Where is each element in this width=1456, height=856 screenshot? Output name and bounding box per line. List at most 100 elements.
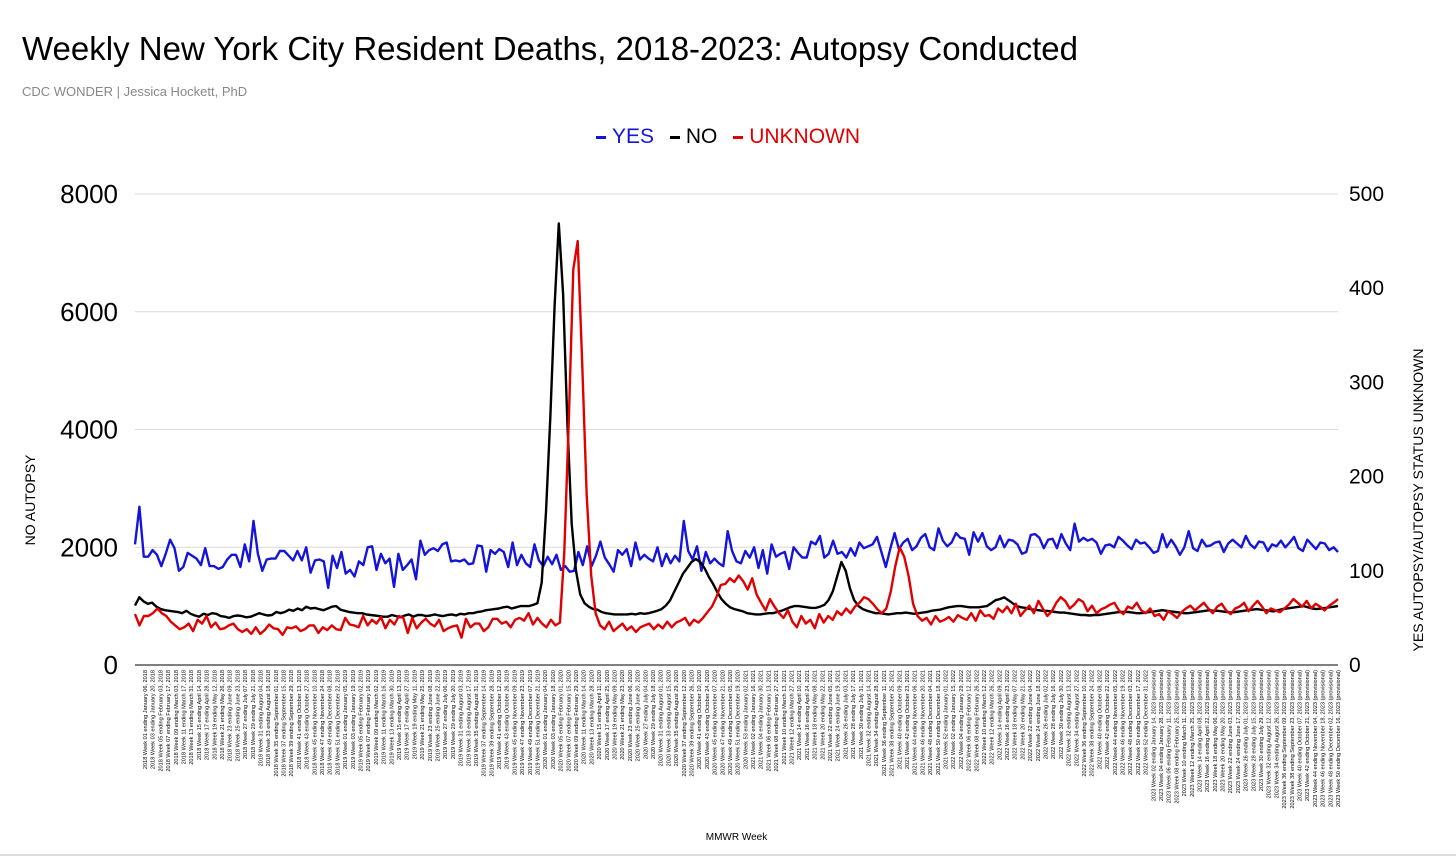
legend-label-no: NO [685,125,718,148]
x-tick-label: 2023 Week 38 ending September 23, 2023 (… [1290,670,1296,809]
x-tick-label: 2018 Week 51 ending December 22, 2018 [335,670,341,775]
x-tick-label: 2022 Week 14 ending April 09, 2022 [997,670,1003,760]
legend-item-unknown[interactable]: UNKNOWN [733,125,860,149]
x-tick-label: 2021 Week 02 ending January 16, 2021 [751,670,757,769]
x-tick-label: 2022 Week 06 ending February 12, 2022 [967,670,973,772]
x-tick-label: 2022 Week 32 ending August 13, 2022 [1067,670,1073,766]
x-tick-label: 2019 Week 01 ending January 05, 2019 [343,670,349,769]
legend-swatch-yes [595,135,606,139]
x-tick-label: 2022 Week 28 ending July 16, 2022 [1051,670,1057,759]
x-tick-label: 2018 Week 03 ending January 20, 2018 [151,670,157,769]
series-line-unknown [133,239,1339,639]
y-left-tick-label: 0 [104,650,118,680]
x-tick-label: 2022 Week 40 ending October 08, 2022 [1097,670,1103,769]
chart-title: Weekly New York City Resident Deaths, 20… [22,30,1078,67]
x-tick-label: 2022 Week 18 ending May 07, 2022 [1013,670,1019,760]
x-tick-label: 2023 Week 08 ending February 25, 2023 (p… [1174,670,1180,804]
x-tick-label: 2019 Week 03 ending January 19, 2019 [351,670,357,769]
x-tick-label: 2018 Week 43 ending October 27, 2018 [305,670,311,769]
x-tick-label: 2019 Week 35 ending August 31, 2019 [474,670,480,766]
x-tick-label: 2021 Week 26 ending July 03, 2021 [843,670,849,759]
x-tick-label: 2018 Week 29 ending July 21, 2018 [251,670,257,759]
x-tick-label: 2023 Week 24 ending June 17, 2023 (provi… [1236,670,1242,793]
legend-item-no[interactable]: NO [669,125,718,149]
x-tick-label: 2020 Week 11 ending March 14, 2020 [582,670,588,764]
x-tick-label: 2019 Week 33 ending August 17, 2019 [466,670,472,766]
x-tick-label: 2021 Week 06 ending February 13, 2021 [766,670,772,772]
x-tick-label: 2020 Week 13 ending March 28, 2020 [589,670,595,765]
x-tick-label: 2021 Week 14 ending April 10, 2021 [797,670,803,760]
x-tick-label: 2022 Week 30 ending July 30, 2022 [1059,670,1065,759]
y-left-tick-label: 4000 [60,415,118,445]
legend-label-yes: YES [611,125,654,148]
x-tick-label: 2023 Week 04 ending January 28, 2023 (pr… [1159,670,1165,801]
x-tick-label: 2020 Week 19 ending May 09, 2020 [613,670,619,760]
x-tick-label: 2023 Week 46 ending November 18, 2023 (p… [1321,670,1327,807]
x-tick-label: 2020 Week 01 ending January 04, 2020 [543,670,549,769]
x-axis-label: MMWR Week [706,832,768,843]
y-left-axis-label: NO AUTOPSY [22,454,38,545]
x-tick-label: 2020 Week 15 ending April 11, 2020 [597,670,603,760]
x-tick-label: 2019 Week 11 ending March 16, 2019 [382,670,388,764]
x-tick-label: 2020 Week 35 ending August 29, 2020 [674,670,680,766]
x-tick-label: 2022 Week 12 ending March 26, 2022 [990,670,996,765]
x-tick-label: 2018 Week 25 ending June 23, 2018 [235,670,241,761]
x-tick-label: 2019 Week 51 ending December 21, 2019 [536,670,542,775]
x-tick-label: 2020 Week 39 ending September 26, 2020 [690,670,696,777]
y-right-tick-label: 0 [1349,654,1361,677]
x-tick-label: 2021 Week 24 ending June 19, 2021 [836,670,842,761]
x-tick-label: 2021 Week 48 ending December 04, 2021 [928,670,934,775]
x-tick-label: 2019 Week 37 ending September 14, 2019 [482,670,488,777]
x-tick-label: 2018 Week 17 ending April 28, 2018 [205,670,211,760]
x-tick-label: 2018 Week 15 ending April 14, 2018 [197,670,203,760]
x-tick-label: 2022 Week 48 ending December 03, 2022 [1128,670,1134,775]
x-tick-label: 2023 Week 32 ending August 12, 2023 (pro… [1267,670,1273,798]
x-tick-label: 2022 Week 26 ending July 02, 2022 [1044,670,1050,759]
x-tick-label: 2020 Week 07 ending February 15, 2020 [566,670,572,772]
x-tick-label: 2019 Week 41 ending October 12, 2019 [497,670,503,769]
x-tick-label: 2020 Week 49 ending December 05, 2020 [728,670,734,775]
x-tick-label: 2023 Week 16 ending April 22, 2023 (prov… [1205,670,1211,792]
x-tick-label: 2018 Week 07 ending February 17, 2018 [166,670,172,772]
x-tick-label: 2020 Week 47 ending November 21, 2020 [720,670,726,775]
x-tick-label: 2020 Week 03 ending January 18, 2020 [551,670,557,769]
x-tick-label: 2021 Week 44 ending November 06, 2021 [913,670,919,775]
y-right-tick-label: 400 [1349,277,1384,300]
legend-item-yes[interactable]: YES [595,125,654,149]
x-tick-label: 2023 Week 22 ending June 03, 2023 (provi… [1228,670,1234,793]
y-right-tick-label: 100 [1349,560,1384,583]
x-tick-label: 2019 Week 13 ending March 30, 2019 [389,670,395,765]
x-tick-label: 2018 Week 11 ending March 17, 2018 [182,670,188,764]
x-tick-label: 2021 Week 20 ending May 22, 2021 [820,670,826,760]
y-right-tick-label: 500 [1349,183,1384,206]
x-tick-label: 2019 Week 05 ending February 02, 2019 [359,670,365,772]
x-tick-label: 2022 Week 44 ending November 05, 2022 [1113,670,1119,775]
x-tick-label: 2018 Week 13 ending March 31, 2018 [189,670,195,765]
x-tick-label: 2019 Week 09 ending March 02, 2019 [374,670,380,765]
x-tick-label: 2019 Week 49 ending December 07, 2019 [528,670,534,775]
x-tick-label: 2021 Week 34 ending August 28, 2021 [874,670,880,766]
legend-swatch-no [669,135,680,139]
x-tick-label: 2022 Week 24 ending June 18, 2022 [1036,670,1042,761]
x-tick-label: 2023 Week 26 ending July 01, 2023 (provi… [1244,670,1250,791]
x-tick-label: 2019 Week 39 ending September 28, 2019 [489,670,495,777]
x-tick-label: 2021 Week 28 ending July 17, 2021 [851,670,857,759]
x-tick-label: 2023 Week 40 ending October 07, 2023 (pr… [1298,670,1304,801]
x-tick-label: 2022 Week 52 ending December 31, 2022 [1144,670,1150,775]
x-tick-label: 2020 Week 27 ending July 04, 2020 [643,670,649,759]
x-tick-label: 2021 Week 36 ending September 11, 2021 [882,670,888,776]
x-tick-label: 2018 Week 19 ending May 12, 2018 [212,670,218,760]
y-right-axis-label: YES AUTOPSY/AUTOPSY STATUS UNKNOWN [1410,349,1426,652]
x-tick-label: 2018 Week 39 ending September 29, 2018 [289,670,295,777]
x-tick-label: 2023 Week 48 ending December 02, 2023 (p… [1328,670,1334,807]
x-tick-label: 2022 Week 02 ending January 15, 2022 [951,670,957,769]
x-tick-label: 2021 Week 32 ending August 14, 2021 [867,670,873,766]
x-tick-label: 2022 Week 36 ending September 10, 2022 [1082,670,1088,777]
x-tick-label: 2018 Week 01 ending January 06, 2018 [143,670,149,769]
x-tick-label: 2019 Week 29 ending July 20, 2019 [451,670,457,759]
x-tick-label: 2020 Week 23 ending June 06, 2020 [628,670,634,761]
x-tick-label: 2019 Week 43 ending October 26, 2019 [505,670,511,769]
x-tick-label: 2019 Week 31 ending August 03, 2019 [459,670,465,766]
x-tick-label: 2023 Week 44 ending November 04, 2023 (p… [1313,670,1319,807]
